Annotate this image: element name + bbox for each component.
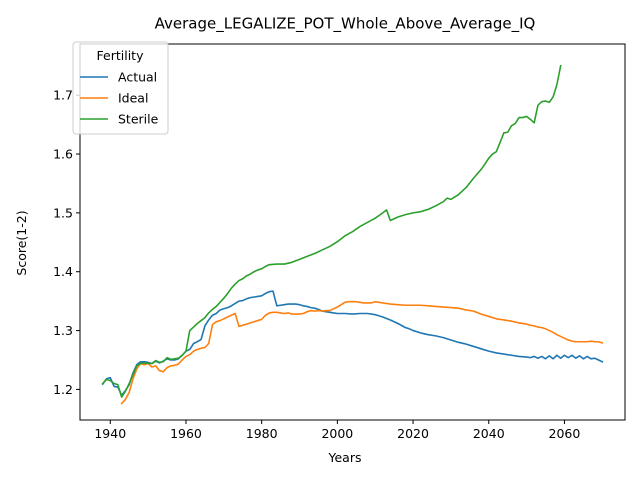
y-tick-label: 1.2 bbox=[53, 382, 73, 397]
x-tick-label: 1980 bbox=[246, 426, 278, 441]
x-tick-label: 1940 bbox=[94, 426, 126, 441]
x-tick-label: 2000 bbox=[321, 426, 353, 441]
x-axis-label: Years bbox=[328, 450, 362, 465]
x-tick-label: 1960 bbox=[170, 426, 202, 441]
y-tick-label: 1.3 bbox=[53, 323, 73, 338]
legend-label-actual: Actual bbox=[118, 70, 157, 85]
x-tick-label: 2040 bbox=[473, 426, 505, 441]
y-tick-label: 1.4 bbox=[53, 264, 73, 279]
y-tick-label: 1.7 bbox=[53, 88, 73, 103]
legend-label-ideal: Ideal bbox=[118, 91, 148, 106]
y-tick-label: 1.6 bbox=[53, 147, 73, 162]
chart-title: Average_LEGALIZE_POT_Whole_Above_Average… bbox=[155, 15, 536, 34]
x-tick-label: 2060 bbox=[549, 426, 581, 441]
y-tick-label: 1.5 bbox=[53, 205, 73, 220]
legend-title: Fertility bbox=[97, 48, 145, 63]
x-tick-label: 2020 bbox=[397, 426, 429, 441]
y-axis-label: Score(1-2) bbox=[14, 210, 29, 275]
legend: Fertility Actual Ideal Sterile bbox=[73, 42, 168, 134]
legend-label-sterile: Sterile bbox=[118, 112, 159, 127]
